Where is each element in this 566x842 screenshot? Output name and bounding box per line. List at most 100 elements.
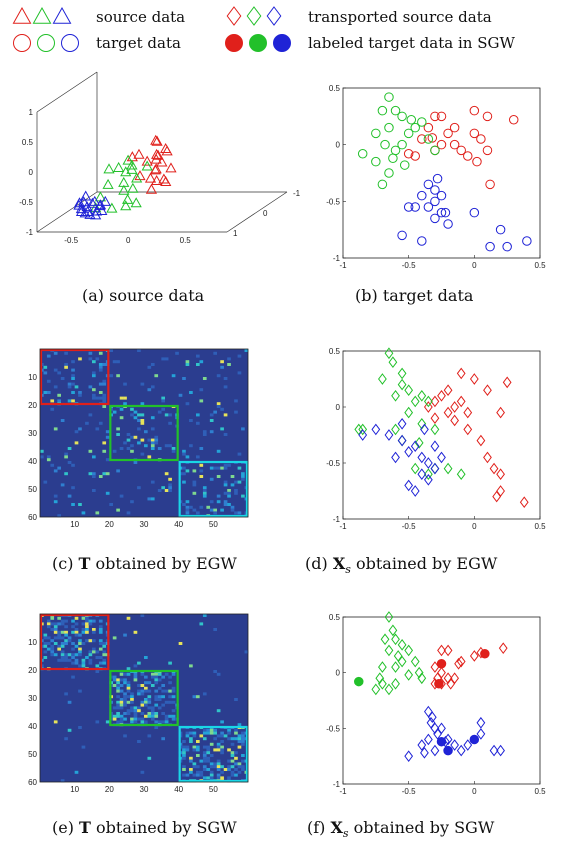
panel-e-matrix-cell xyxy=(157,698,162,701)
panel-c-matrix-cell xyxy=(53,427,58,431)
panel-e-matrix-cell xyxy=(74,628,79,631)
panel-e-matrix-cell xyxy=(78,647,82,651)
panel-c-matrix-cell xyxy=(227,357,231,361)
panel-e-matrix-cell xyxy=(150,706,155,710)
panel-c-matrix-cell xyxy=(202,430,207,434)
panel-e-matrix-cell xyxy=(213,628,217,631)
panel-a-blue-triangle-point xyxy=(73,197,86,208)
panel-e-matrix-cell xyxy=(147,698,152,701)
panel-e-matrix-cell xyxy=(116,714,120,718)
panel-c-matrix-cell xyxy=(88,351,93,355)
panel-d-red-diamond-open-point xyxy=(450,414,460,427)
panel-c-matrix-cell xyxy=(140,419,145,422)
panel-c-matrix-cell xyxy=(53,500,58,504)
panel-a-red-triangle-point xyxy=(133,148,145,159)
panel-c-matrix-cell xyxy=(199,469,204,473)
panel-c-matrix-cell xyxy=(43,365,48,369)
panel-f-blue-diamond-open-point xyxy=(430,744,440,757)
panel-e-matrix-cell xyxy=(140,712,145,715)
panel-e-matrix-cell xyxy=(189,756,193,760)
panel-c-matrix-cell xyxy=(223,503,228,506)
panel-c-matrix-cell xyxy=(213,466,217,470)
panel-e-matrix-cell xyxy=(95,670,100,673)
panel-d-red-diamond-open-point xyxy=(443,384,453,397)
panel-c-matrix-cell xyxy=(227,489,231,492)
panel-d-blue-diamond-open-point xyxy=(410,485,420,497)
panel-b-blue-circle-open-point xyxy=(397,230,407,241)
panel-e-matrix-cell xyxy=(71,653,75,657)
panel-a-blue-triangle-point xyxy=(91,205,103,216)
panel-e-matrix-cell xyxy=(71,675,75,679)
panel-c-matrix-cell xyxy=(185,402,190,406)
panel-e-matrix-cell xyxy=(202,765,207,769)
panel-f-green-diamond-open-point xyxy=(404,669,414,681)
panel-e-matrix-cell xyxy=(196,740,200,743)
panel-e-matrix-cell xyxy=(227,765,231,769)
panel-e-matrix-cell xyxy=(220,751,224,755)
panel-c-y-tick-label: 60 xyxy=(28,513,37,522)
panel-e-matrix-cell xyxy=(43,656,48,659)
panel-c-matrix-cell xyxy=(116,433,120,436)
panel-e-matrix-cell xyxy=(85,639,89,643)
panel-e-matrix-cell xyxy=(185,745,190,749)
panel-c-matrix-cell xyxy=(102,441,107,445)
panel-e-matrix-cell xyxy=(64,656,68,659)
panel-c-matrix-cell xyxy=(185,511,190,515)
panel-c-matrix-cell xyxy=(168,483,172,487)
panel-d-x-tick-label: 0.5 xyxy=(534,522,546,531)
panel-e-matrix-cell xyxy=(116,684,120,687)
panel-c-matrix-cell xyxy=(109,374,113,378)
panel-e-matrix-cell xyxy=(126,684,131,687)
panel-b-green-circle-open-point xyxy=(406,114,417,125)
panel-c-matrix-cell xyxy=(216,405,221,408)
panel-f-red-diamond-open-point xyxy=(443,644,453,657)
panel-d-green-diamond-open-point xyxy=(404,384,414,397)
legend-triangle-marker-3 xyxy=(52,6,72,24)
panel-e-matrix-cell xyxy=(85,656,89,659)
panel-e-matrix-cell xyxy=(123,692,127,696)
panel-c-matrix-cell xyxy=(202,489,207,492)
panel-e-matrix-cell xyxy=(168,714,172,718)
panel-e-matrix-cell xyxy=(98,639,103,643)
panel-e-matrix-cell xyxy=(223,734,228,738)
panel-e-matrix-cell xyxy=(230,765,235,769)
panel-e-matrix-cell xyxy=(123,678,127,682)
panel-c-matrix-cell xyxy=(64,351,68,355)
panel-e-x-tick-label: 40 xyxy=(174,785,183,794)
panel-c-matrix-cell xyxy=(60,483,65,487)
panel-d-green-diamond-open-point xyxy=(391,389,400,402)
panel-e-matrix-cell xyxy=(60,622,65,626)
panel-b-red-circle-open-point xyxy=(410,151,420,161)
panel-b-red-circle-open-point xyxy=(427,133,438,143)
legend-target-markers xyxy=(13,34,79,52)
panel-c-matrix-cell xyxy=(95,396,100,400)
panel-c-matrix-cell xyxy=(196,511,200,515)
panel-a-blue-triangle-point xyxy=(94,200,106,211)
panel-e-matrix-cell xyxy=(241,737,245,741)
panel-c-matrix-cell xyxy=(209,508,214,512)
panel-e-matrix-cell xyxy=(209,731,214,735)
panel-c-matrix-cell xyxy=(223,483,228,487)
panel-e-matrix-cell xyxy=(227,776,231,780)
panel-e-matrix-cell xyxy=(88,650,93,654)
panel-c-matrix-cell xyxy=(241,477,245,481)
panel-c-matrix-cell xyxy=(92,472,96,476)
panel-e-matrix-cell xyxy=(199,773,204,777)
panel-e-matrix-cell xyxy=(116,689,120,693)
panel-e-matrix-cell xyxy=(112,706,117,710)
panel-e-y-tick-label: 20 xyxy=(28,666,37,675)
panel-a-red-triangle-point xyxy=(150,153,162,164)
panel-e-matrix-cell xyxy=(196,770,200,774)
panel-b-blue-circle-open-point xyxy=(443,219,453,229)
panel-e-matrix-cell xyxy=(237,740,242,743)
panel-e-matrix-cell xyxy=(178,642,183,645)
panel-c-matrix-cell xyxy=(209,466,214,470)
panel-e-matrix-cell xyxy=(220,765,224,769)
panel-c-matrix-cell xyxy=(171,374,176,378)
panel-e-matrix-cell xyxy=(60,636,65,640)
panel-b-green-circle-open-point xyxy=(423,134,434,144)
legend-circle-marker-3 xyxy=(61,34,79,52)
panel-c-x-tick-label: 10 xyxy=(70,520,79,529)
panel-e-matrix-cell xyxy=(147,681,152,685)
panel-e-matrix-cell xyxy=(85,616,89,620)
